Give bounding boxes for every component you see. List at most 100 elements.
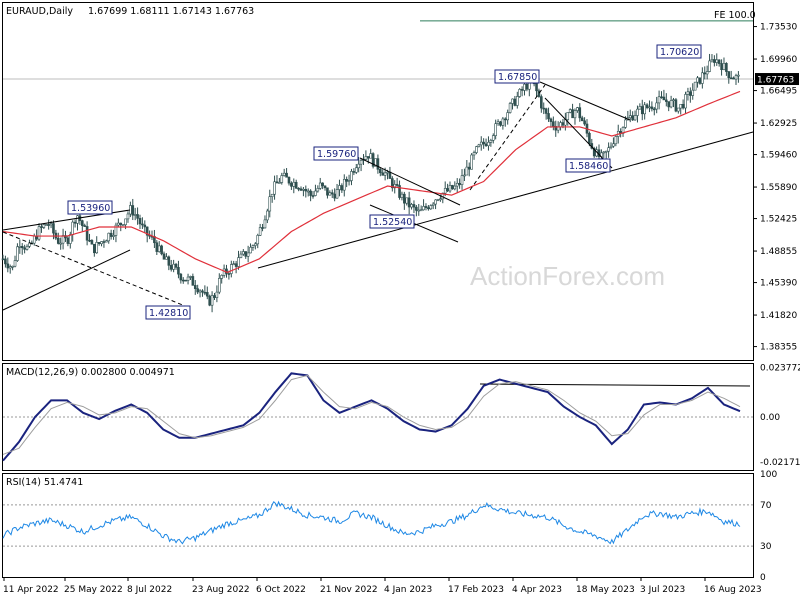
candle <box>8 266 12 269</box>
candle <box>88 239 91 242</box>
trendline <box>2 231 191 309</box>
candle <box>645 104 649 108</box>
candle <box>119 222 123 226</box>
swing-label-box <box>67 200 113 215</box>
candle <box>467 166 471 170</box>
candle <box>511 98 514 104</box>
candle <box>640 106 644 115</box>
candle <box>383 172 387 176</box>
candle <box>227 273 231 275</box>
candle <box>364 156 368 160</box>
candle <box>93 243 96 254</box>
candle <box>42 224 46 228</box>
swing-label-box <box>369 214 415 229</box>
y-tick-label: 1.52425 <box>760 215 797 225</box>
candle <box>667 101 671 108</box>
candle <box>23 247 26 250</box>
candle <box>419 209 423 212</box>
candle <box>446 188 449 192</box>
rsi-tick-label: 30 <box>760 542 772 552</box>
price-pane <box>2 2 754 361</box>
candle <box>285 172 288 178</box>
candle <box>357 163 360 169</box>
candle <box>160 245 163 255</box>
candle <box>256 235 260 245</box>
candle <box>76 215 79 224</box>
candle <box>669 100 673 108</box>
candle <box>513 98 517 106</box>
candle <box>410 204 413 208</box>
candle <box>400 193 404 198</box>
candle <box>102 241 106 243</box>
candle <box>169 265 173 270</box>
candle <box>379 169 382 174</box>
candle <box>515 96 519 106</box>
candle <box>189 276 192 278</box>
candle <box>254 243 257 246</box>
candle <box>263 219 267 229</box>
candle <box>708 60 711 72</box>
candle <box>542 107 546 110</box>
y-tick-label: 1.69960 <box>760 55 797 65</box>
y-tick-label: 1.55890 <box>760 183 797 193</box>
candle <box>636 108 639 116</box>
y-tick-label: 1.48855 <box>760 247 797 257</box>
macd-pane <box>2 363 754 471</box>
candle <box>292 181 296 187</box>
candle <box>717 59 721 64</box>
candle <box>403 193 406 204</box>
trendline <box>257 131 754 269</box>
candle <box>201 290 204 293</box>
rsi-line <box>2 500 741 545</box>
candle <box>6 263 10 269</box>
candle <box>340 185 344 191</box>
candle <box>672 99 675 101</box>
candle <box>648 106 651 109</box>
swing-label-box <box>145 305 191 320</box>
candle <box>679 103 683 109</box>
candle <box>381 172 385 176</box>
candle <box>210 295 214 306</box>
candle <box>155 242 159 252</box>
candle <box>681 103 685 109</box>
trendline <box>469 84 546 191</box>
x-tick-label: 25 May 2022 <box>64 585 123 595</box>
watermark: ActionForex.com <box>470 261 665 291</box>
macd-tick-label: 0.00 <box>760 413 780 423</box>
candle <box>544 108 548 114</box>
candle <box>453 185 457 190</box>
candle <box>203 291 207 294</box>
candle <box>561 122 565 126</box>
macd-signal-line <box>2 374 741 455</box>
candle <box>496 121 500 124</box>
candle <box>345 179 348 182</box>
candle <box>576 107 579 111</box>
trendline <box>2 249 131 311</box>
candle <box>112 235 115 237</box>
candle <box>720 63 723 70</box>
candle <box>126 213 130 220</box>
candle <box>275 181 279 184</box>
x-tick-label: 11 Apr 2022 <box>3 585 59 595</box>
candle <box>439 198 442 201</box>
candle <box>415 206 418 211</box>
candle <box>117 222 120 226</box>
trendline <box>544 97 613 169</box>
candle <box>37 226 41 240</box>
candle <box>143 224 147 228</box>
candle <box>693 81 697 91</box>
candle <box>482 141 485 145</box>
candle <box>205 292 209 297</box>
swing-label-box <box>494 69 540 84</box>
candle <box>246 252 250 257</box>
candle <box>239 253 243 258</box>
candle <box>628 115 632 119</box>
candle <box>213 295 216 298</box>
candle <box>66 237 70 244</box>
rsi-pane <box>2 473 754 578</box>
candle <box>215 291 219 298</box>
candle <box>701 72 704 84</box>
candle <box>251 245 255 248</box>
candle <box>604 150 608 153</box>
x-tick-label: 17 Feb 2023 <box>448 585 504 595</box>
